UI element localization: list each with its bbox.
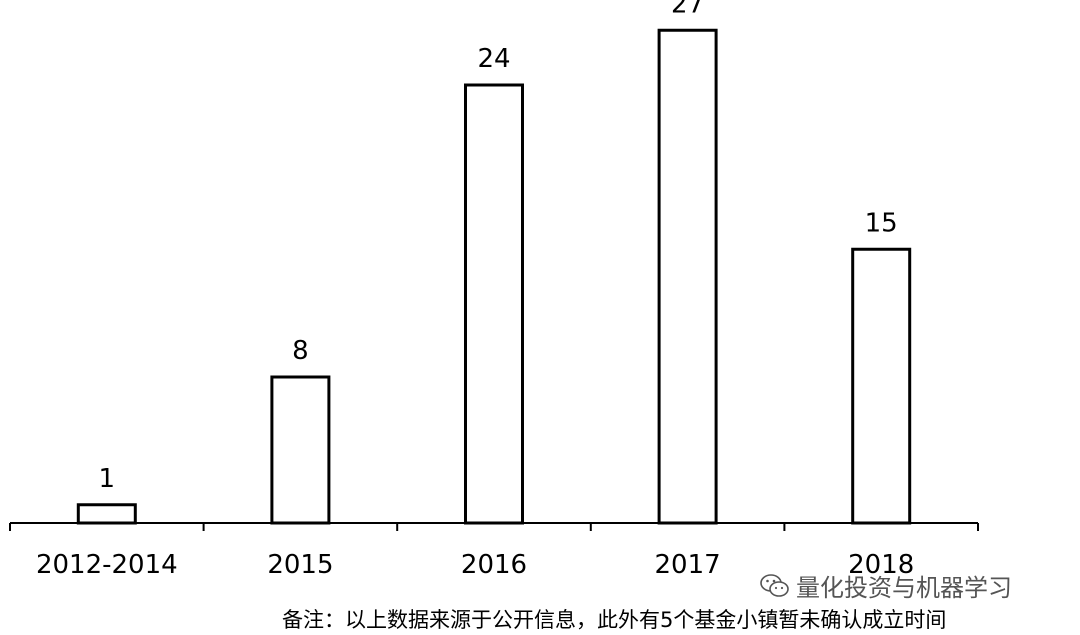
watermark-text: 量化投资与机器学习 [796, 574, 1012, 602]
footnote: 备注：以上数据来源于公开信息，此外有5个基金小镇暂未确认成立时间 [282, 608, 947, 632]
wechat-icon [760, 573, 789, 597]
value-labels-group: 1 8 24 27 15 [99, 0, 898, 494]
x-tick-label-2015: 2015 [267, 550, 333, 580]
bar-2012-2014 [76, 503, 137, 525]
bar-2017 [657, 28, 718, 525]
x-tick-labels-group: 2012-2014 2015 2016 2017 2018 [36, 550, 914, 580]
bars-group [76, 28, 912, 525]
value-label-2012-2014: 1 [99, 464, 116, 494]
value-label-2015: 8 [292, 336, 309, 366]
bar-2018 [851, 247, 912, 525]
value-label-2016: 24 [477, 44, 510, 74]
value-label-2018: 15 [865, 208, 898, 238]
x-tick-label-2016: 2016 [461, 550, 527, 580]
x-axis-ticks [9, 523, 979, 531]
bar-chart: 1 8 24 27 15 2012-2014 2015 2016 2017 2018 [9, 0, 979, 580]
x-tick-label-2012-2014: 2012-2014 [36, 550, 178, 580]
bar-2015 [270, 375, 331, 525]
bar-2016 [464, 83, 524, 525]
x-tick-label-2018: 2018 [848, 550, 914, 580]
x-tick-label-2017: 2017 [655, 550, 721, 580]
watermark: 量化投资与机器学习 [760, 568, 1012, 603]
value-label-2017: 27 [671, 0, 704, 19]
